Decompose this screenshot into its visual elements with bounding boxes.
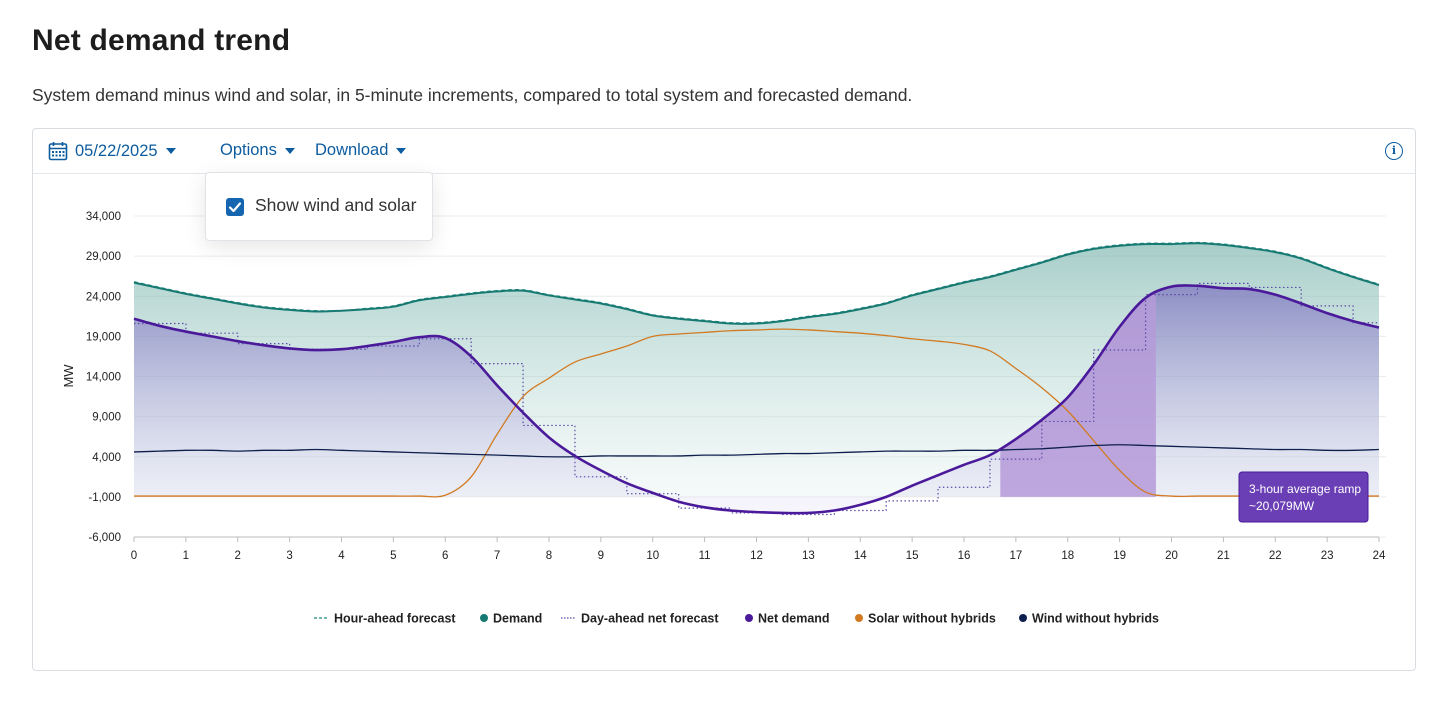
legend-label: Day-ahead net forecast xyxy=(581,612,719,626)
chevron-down-icon xyxy=(165,148,176,154)
x-tick-label: 15 xyxy=(906,550,919,562)
legend-swatch xyxy=(480,614,488,622)
y-tick-label: -1,000 xyxy=(88,492,121,504)
options-menu-button[interactable]: Options xyxy=(220,141,295,160)
x-tick-label: 4 xyxy=(338,550,345,562)
series-line-net-demand xyxy=(133,284,1380,515)
y-tick-label: 9,000 xyxy=(92,412,121,424)
axis-ticks: 34,000 29,000 24,000 19,000 14,000 9,000 4,000… xyxy=(86,211,1386,562)
date-picker[interactable]: 05/22/2025 xyxy=(48,141,176,161)
download-label: Download xyxy=(315,141,389,159)
ramp-region xyxy=(1000,293,1156,497)
x-tick-label: 14 xyxy=(854,550,867,562)
x-tick-label: 16 xyxy=(958,550,971,562)
legend-label: Net demand xyxy=(758,612,830,626)
ramp-highlight xyxy=(1000,293,1156,497)
ramp-tooltip: 3-hour average ramp ~20,079MW xyxy=(1238,471,1369,523)
legend-swatch xyxy=(745,614,753,622)
tooltip-line-2: ~20,079MW xyxy=(1249,499,1315,513)
x-tick-label: 5 xyxy=(390,550,396,562)
tooltip-line-1: 3-hour average ramp xyxy=(1249,482,1361,496)
x-tick-label: 22 xyxy=(1269,550,1282,562)
legend-label: Solar without hybrids xyxy=(868,612,996,626)
tooltip-box xyxy=(1238,471,1369,523)
y-tick-label: -6,000 xyxy=(88,532,121,544)
options-label: Options xyxy=(220,141,277,159)
y-tick-label: 4,000 xyxy=(92,452,121,464)
x-tick-label: 9 xyxy=(598,550,604,562)
x-tick-label: 3 xyxy=(286,550,292,562)
legend-swatch xyxy=(1019,614,1027,622)
page-subtitle: System demand minus wind and solar, in 5… xyxy=(32,85,913,105)
x-tick-label: 10 xyxy=(646,550,659,562)
y-tick-label: 14,000 xyxy=(86,372,121,384)
area-fills xyxy=(134,243,1379,514)
checkmark-icon xyxy=(228,202,242,213)
x-tick-label: 13 xyxy=(802,550,815,562)
show-wind-solar-label[interactable]: Show wind and solar xyxy=(255,195,417,215)
series-line-solar-without-hybrids xyxy=(133,328,1379,498)
x-tick-label: 18 xyxy=(1061,550,1074,562)
x-tick-label: 17 xyxy=(1009,550,1022,562)
y-axis-label: MW xyxy=(61,364,76,388)
legend-label: Demand xyxy=(493,612,542,626)
series-line-demand xyxy=(133,242,1380,325)
x-tick-label: 2 xyxy=(235,550,241,562)
x-tick-label: 24 xyxy=(1373,550,1386,562)
chart-toolbar: 05/22/2025 Options Download i xyxy=(33,129,1415,174)
x-tick-label: 19 xyxy=(1113,550,1126,562)
show-wind-solar-checkbox[interactable] xyxy=(226,198,244,216)
y-tick-label: 19,000 xyxy=(86,331,121,343)
x-tick-label: 11 xyxy=(699,550,711,562)
download-menu-button[interactable]: Download xyxy=(315,141,407,160)
x-tick-label: 7 xyxy=(494,550,500,562)
x-tick-label: 23 xyxy=(1321,550,1334,562)
chevron-down-icon xyxy=(396,147,407,154)
info-icon[interactable]: i xyxy=(1385,142,1403,160)
page-title: Net demand trend xyxy=(32,24,291,57)
options-dropdown: Show wind and solar xyxy=(205,172,433,241)
x-tick-label: 6 xyxy=(442,550,448,562)
date-value: 05/22/2025 xyxy=(75,141,158,160)
x-tick-label: 20 xyxy=(1165,550,1178,562)
series-lines xyxy=(133,241,1380,516)
x-tick-label: 8 xyxy=(546,550,552,562)
legend-label: Hour-ahead forecast xyxy=(334,612,456,626)
x-tick-label: 0 xyxy=(131,550,137,562)
y-tick-label: 24,000 xyxy=(86,291,121,303)
x-tick-label: 21 xyxy=(1217,550,1230,562)
chevron-down-icon xyxy=(284,147,295,154)
legend-label: Wind without hybrids xyxy=(1032,612,1159,626)
x-tick-label: 12 xyxy=(750,550,763,562)
y-tick-label: 29,000 xyxy=(86,251,121,263)
legend-swatch xyxy=(855,614,863,622)
y-tick-label: 34,000 xyxy=(86,211,121,223)
calendar-icon xyxy=(48,142,68,161)
x-tick-label: 1 xyxy=(183,550,189,562)
series-line-wind-without-hybrids xyxy=(133,444,1380,458)
chart-legend: Hour-ahead forecast Demand Day-ahead net f… xyxy=(314,612,1159,626)
